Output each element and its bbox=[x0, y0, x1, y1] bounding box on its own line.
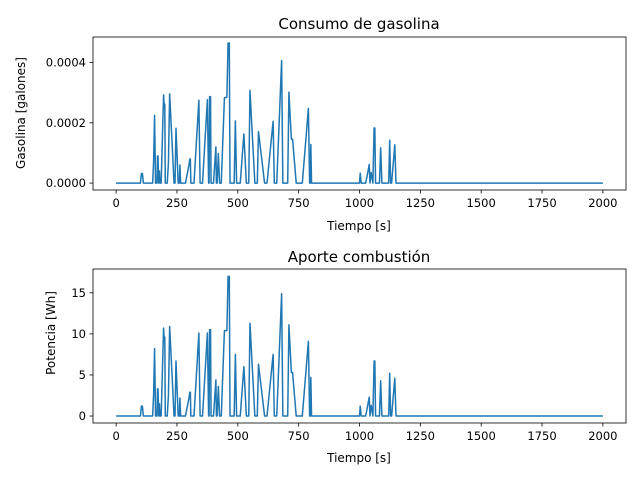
top-chart-x-tick-label: 1000 bbox=[345, 196, 374, 210]
top-chart-title: Consumo de gasolina bbox=[278, 15, 439, 33]
bottom-chart-ylabel: Potencia [Wh] bbox=[44, 291, 58, 375]
bottom-chart-x-tick-label: 1250 bbox=[406, 429, 435, 443]
bottom-chart-xlabel: Tiempo [s] bbox=[326, 451, 391, 465]
top-chart-x-tick-label: 1750 bbox=[527, 196, 556, 210]
bottom-chart-x-tick-label: 250 bbox=[166, 429, 188, 443]
top-chart-xlabel: Tiempo [s] bbox=[326, 219, 391, 233]
top-chart-y-tick-label: 0.0004 bbox=[46, 56, 86, 70]
top-chart-x-tick-label: 750 bbox=[288, 196, 310, 210]
top-chart-y-tick-label: 0.0000 bbox=[46, 176, 86, 190]
top-chart-x-tick-label: 2000 bbox=[588, 196, 617, 210]
bottom-chart-x-tick-label: 2000 bbox=[588, 429, 617, 443]
bottom-chart-x-tick-label: 1000 bbox=[345, 429, 374, 443]
top-chart-x-tick-label: 1500 bbox=[467, 196, 496, 210]
top-chart-x-tick-label: 0 bbox=[112, 196, 119, 210]
top-chart-series-line-0 bbox=[116, 42, 603, 184]
bottom-chart: Aporte combustión Tiempo [s] Potencia [W… bbox=[44, 248, 627, 465]
top-chart: Consumo de gasolina Tiempo [s] Gasolina … bbox=[14, 15, 627, 233]
bottom-chart-x-tick-label: 500 bbox=[227, 429, 249, 443]
bottom-chart-title: Aporte combustión bbox=[288, 248, 431, 266]
bottom-chart-x-tick-label: 1750 bbox=[527, 429, 556, 443]
bottom-chart-x-tick-label: 750 bbox=[288, 429, 310, 443]
bottom-chart-series-line-0 bbox=[116, 275, 603, 417]
top-chart-ylabel: Gasolina [galones] bbox=[14, 57, 28, 169]
top-chart-x-tick-label: 1250 bbox=[406, 196, 435, 210]
bottom-chart-y-tick-label: 15 bbox=[71, 286, 86, 300]
top-chart-y-tick-label: 0.0002 bbox=[46, 116, 86, 130]
bottom-chart-y-tick-label: 5 bbox=[79, 368, 86, 382]
bottom-chart-y-tick-label: 10 bbox=[71, 327, 86, 341]
bottom-chart-y-tick-label: 0 bbox=[79, 409, 86, 423]
top-chart-x-tick-label: 250 bbox=[166, 196, 188, 210]
top-chart-x-tick-label: 500 bbox=[227, 196, 249, 210]
bottom-chart-x-tick-label: 0 bbox=[112, 429, 119, 443]
bottom-chart-x-tick-label: 1500 bbox=[467, 429, 496, 443]
